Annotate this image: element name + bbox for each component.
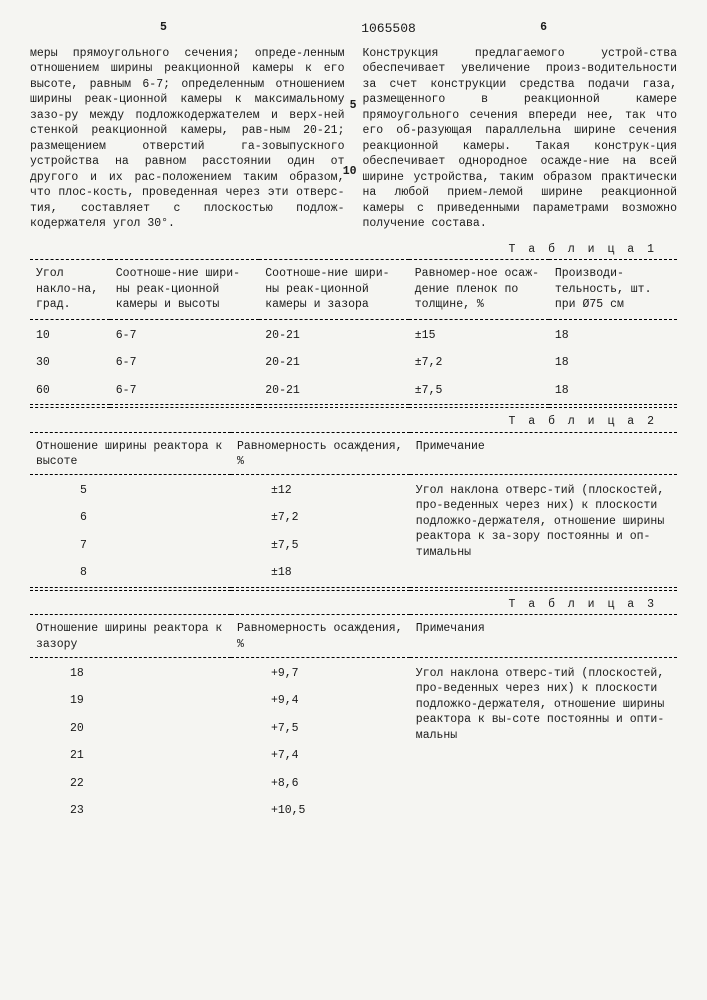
line-marker-5: 5 bbox=[350, 98, 357, 114]
t1-h4: Производи-тельность, шт. при Ø75 см bbox=[549, 260, 677, 320]
t3-h0: Отношение ширины реактора к зазору bbox=[30, 615, 231, 657]
table-row: 606-720-21±7,518 bbox=[30, 377, 677, 405]
page-header: 5 1065508 6 bbox=[30, 20, 677, 38]
table3-title: Т а б л и ц а 3 bbox=[30, 597, 657, 613]
table-1: Угол накло-на, град. Соотноше-ние шири-н… bbox=[30, 259, 677, 408]
t2-h0: Отношение ширины реактора к высоте bbox=[30, 432, 231, 474]
t3-h1: Равномерность осаждения, % bbox=[231, 615, 410, 657]
table-row: 5±12Угол наклона отверс-тий (плоскостей,… bbox=[30, 477, 677, 505]
table2-note: Угол наклона отверс-тий (плоскостей, про… bbox=[410, 477, 677, 588]
table1-title: Т а б л и ц а 1 bbox=[30, 242, 657, 258]
t1-h3: Равномер-ное осаж-дение пленок по толщин… bbox=[409, 260, 549, 320]
left-column: меры прямоугольного сечения; опреде-ленн… bbox=[30, 46, 345, 232]
line-marker-10: 10 bbox=[343, 164, 357, 180]
t3-h2: Примечания bbox=[410, 615, 677, 657]
body-columns: меры прямоугольного сечения; опреде-ленн… bbox=[30, 46, 677, 232]
right-column: Конструкция предлагаемого устрой-ства об… bbox=[363, 46, 678, 232]
t2-h1: Равномерность осаждения, % bbox=[231, 432, 410, 474]
t1-h0: Угол накло-на, град. bbox=[30, 260, 110, 320]
table2-title: Т а б л и ц а 2 bbox=[30, 414, 657, 430]
table-2: Отношение ширины реактора к высоте Равно… bbox=[30, 432, 677, 591]
document-number: 1065508 bbox=[361, 20, 416, 38]
page-num-right: 6 bbox=[540, 20, 547, 38]
table-header-row: Угол накло-на, град. Соотноше-ние шири-н… bbox=[30, 260, 677, 320]
table-3: Отношение ширины реактора к зазору Равно… bbox=[30, 614, 677, 824]
t1-h1: Соотноше-ние шири-ны реак-ционной камеры… bbox=[110, 260, 260, 320]
t2-h2: Примечание bbox=[410, 432, 677, 474]
table3-note: Угол наклона отверс-тий (плоскостей, про… bbox=[410, 660, 677, 825]
table-header-row: Отношение ширины реактора к высоте Равно… bbox=[30, 432, 677, 474]
page-num-left: 5 bbox=[160, 20, 167, 38]
table-header-row: Отношение ширины реактора к зазору Равно… bbox=[30, 615, 677, 657]
t1-h2: Соотноше-ние шири-ны реак-ционной камеры… bbox=[259, 260, 409, 320]
table-row: 106-720-21±1518 bbox=[30, 322, 677, 350]
table-row: 306-720-21±7,218 bbox=[30, 349, 677, 377]
left-text: меры прямоугольного сечения; опреде-ленн… bbox=[30, 47, 345, 231]
table-row: 18+9,7Угол наклона отверс-тий (плоскосте… bbox=[30, 660, 677, 688]
